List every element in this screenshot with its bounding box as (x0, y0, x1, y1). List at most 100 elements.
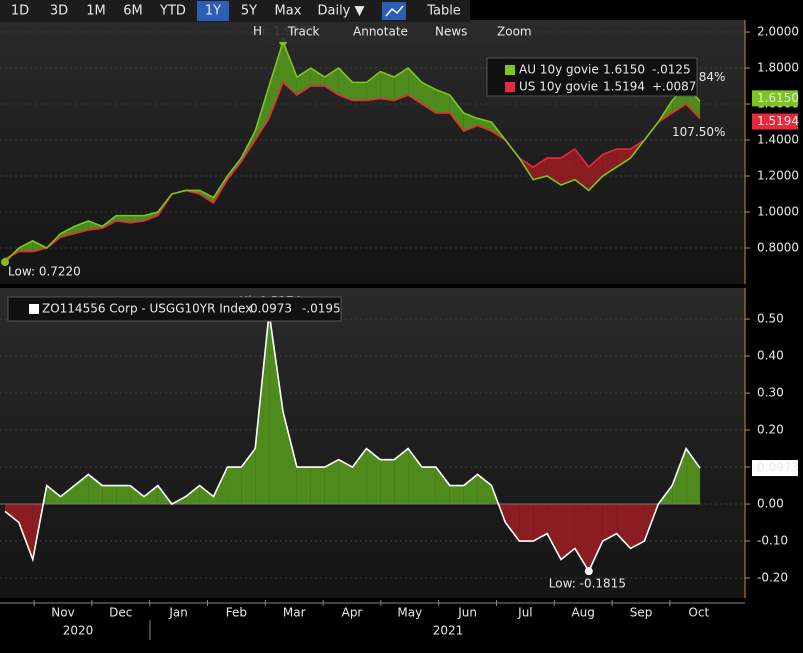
spread-fill (296, 467, 311, 505)
toolbar (0, 0, 470, 22)
annotation: Low: 0.7220 (8, 265, 81, 279)
series-line (4, 81, 701, 260)
low-marker (1, 258, 9, 267)
x-tick-label: Jul (517, 606, 532, 620)
y-tick-label: 2.0000 (757, 25, 799, 39)
range-button[interactable]: 6M (123, 4, 143, 19)
spread-fill (602, 149, 617, 177)
range-button[interactable]: 1D (11, 4, 29, 19)
spread-fill (185, 485, 200, 505)
spread-fill (144, 485, 158, 505)
value-tag (752, 90, 798, 107)
spread-fill (561, 504, 575, 560)
legend-name: AU 10y govie (519, 63, 599, 77)
range-button[interactable]: 1M (86, 4, 106, 19)
spread-fill (32, 504, 44, 560)
spread-fill (533, 504, 548, 542)
spread-fill (519, 504, 534, 542)
y-tick-label: 0.40 (757, 349, 784, 363)
legend-change: +.0087 (652, 80, 696, 94)
legend (486, 57, 698, 97)
spread-fill (498, 504, 506, 523)
x-tick-label: May (397, 606, 422, 620)
spread-fill (310, 68, 325, 87)
value-tag-label: 0.0973 (757, 461, 799, 475)
x-tick-label: Jan (168, 606, 188, 620)
y-tick-label: 0.8000 (757, 241, 799, 255)
spread-fill (199, 485, 214, 505)
legend-swatch (29, 304, 39, 314)
spread-fill (449, 485, 464, 505)
y-tick-label: 1.4000 (757, 133, 799, 147)
series-line (4, 39, 701, 263)
subtoolbar (262, 22, 534, 42)
spread-fill (324, 459, 339, 505)
y-tick-label: 1.2000 (757, 169, 799, 183)
zoom-button[interactable]: Zoom (497, 25, 532, 39)
y-tick-label: 1.0000 (757, 205, 799, 219)
spread-fill (422, 467, 436, 505)
end-label: 107.50% (672, 125, 725, 139)
y-tick-label: 0.00 (757, 497, 784, 511)
spread-fill (408, 68, 422, 105)
annotation: Low: -0.1815 (549, 577, 626, 591)
range-button[interactable]: 5Y (241, 4, 257, 19)
track-button[interactable]: Track (287, 25, 319, 39)
spread-fill (380, 459, 395, 505)
spread-fill (533, 158, 548, 180)
x-tick-label: Dec (109, 606, 132, 620)
spread-fill (547, 158, 561, 186)
annotate-button[interactable]: Annotate (353, 25, 408, 39)
y-tick-label: 0.50 (757, 312, 784, 326)
spread-fill (144, 212, 158, 222)
spread-fill (630, 504, 645, 549)
value-tag (752, 113, 798, 130)
spread-fill (366, 448, 381, 505)
y-tick-label: 0.30 (757, 386, 784, 400)
legend-change: -.0195 (302, 302, 341, 316)
spread-fill (60, 485, 75, 505)
range-button[interactable]: 3D (50, 4, 68, 19)
spread-fill (588, 154, 603, 191)
range-button[interactable]: YTD (159, 4, 186, 19)
y-tick-label: 0.20 (757, 423, 784, 437)
spread-fill (74, 474, 89, 505)
spread-fill (380, 71, 395, 101)
spread-fill (588, 504, 603, 572)
interval-dropdown[interactable]: Daily ▼ (317, 4, 364, 19)
spread-fill (505, 504, 520, 542)
year-label: 2020 (63, 624, 94, 638)
x-tick-label: Oct (688, 606, 709, 620)
x-tick-label: Mar (283, 606, 306, 620)
spread-fill (394, 68, 409, 101)
y-tick-label: -0.10 (757, 534, 788, 548)
spread-fill (227, 467, 242, 505)
spread-fill (310, 467, 325, 505)
x-tick-label: Jun (457, 606, 477, 620)
value-tag-label: 1.6150 (757, 91, 799, 105)
spread-fill (116, 485, 131, 505)
spread-fill (435, 89, 450, 114)
spread-fill (46, 485, 61, 505)
x-tick-label: Sep (630, 606, 653, 620)
spread-fill (574, 149, 589, 191)
spread-fill (283, 41, 297, 96)
spread-fill (102, 485, 117, 505)
table-button[interactable]: Table (426, 4, 461, 19)
spread-fill (449, 95, 464, 132)
x-tick-label: Aug (571, 606, 594, 620)
spread-fill (574, 504, 589, 572)
spread-fill (686, 448, 700, 505)
range-button[interactable]: Max (275, 4, 302, 19)
legend (7, 296, 342, 322)
spread-fill (18, 504, 33, 560)
y-tick-label: -0.20 (757, 571, 788, 585)
legend-name: US 10y govie (519, 80, 598, 94)
range-button[interactable]: 1Y (205, 4, 221, 19)
spread-fill (338, 68, 353, 101)
news-button[interactable]: News (435, 25, 467, 39)
legend-value: 1.5194 (603, 80, 645, 94)
spread-fill (435, 467, 450, 505)
spread-fill (602, 504, 617, 542)
spread-fill (352, 82, 367, 101)
